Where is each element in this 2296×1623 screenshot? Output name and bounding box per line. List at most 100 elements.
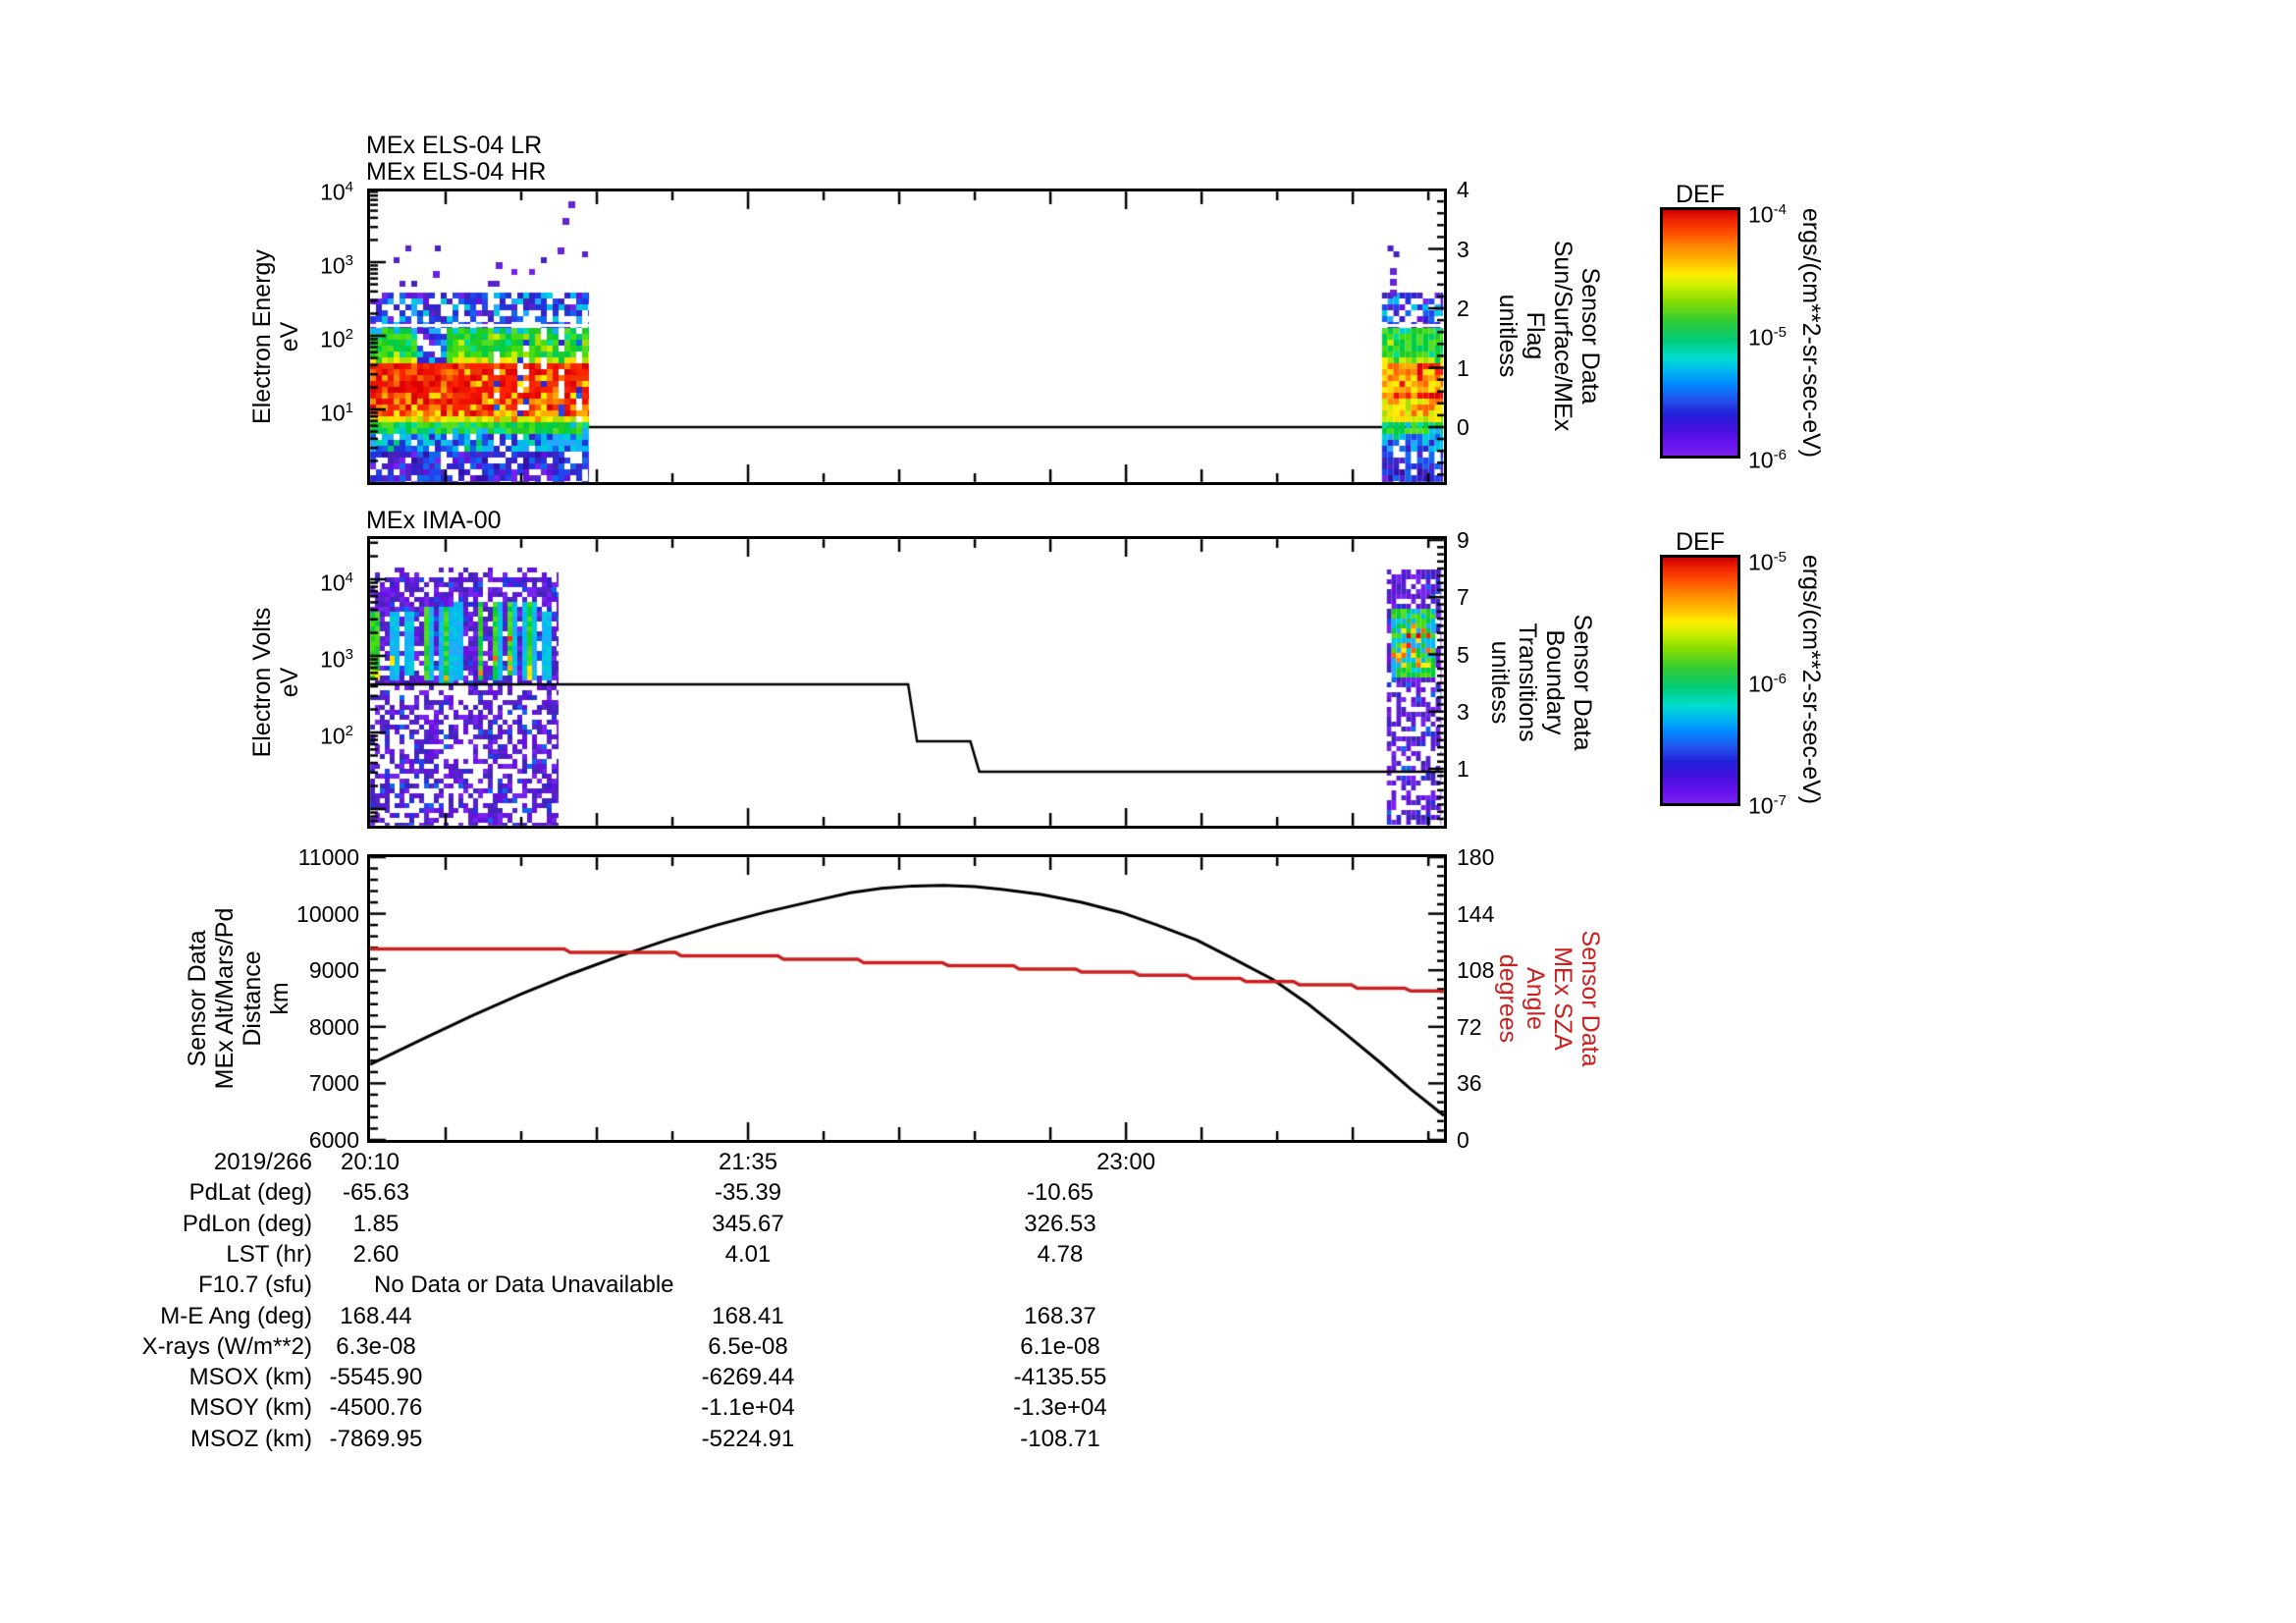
xy-right-tick-label: 72 (1457, 1013, 1482, 1040)
ima-right-axis-label: Sensor Data Boundary Transitions unitles… (1486, 614, 1596, 751)
table-cell: 168.37 (1024, 1302, 1096, 1329)
table-cell: 326.53 (1024, 1210, 1096, 1237)
els-ytick-label: 102 (320, 326, 353, 352)
ima-panel-title: MEx IMA-00 (366, 507, 502, 534)
exponent: 1 (345, 400, 353, 416)
table-cell: 1.85 (352, 1210, 400, 1237)
els-title-line2: MEx ELS-04 HR (366, 158, 547, 186)
table-row-label: PdLon (deg) (182, 1210, 312, 1237)
ima-ytick-label: 103 (320, 646, 353, 673)
table-cell: -1.3e+04 (1013, 1394, 1107, 1422)
exponent: 4 (345, 569, 353, 586)
exponent: -5 (1773, 324, 1787, 341)
exponent: -6 (1773, 671, 1787, 687)
ima-ytick-label: 104 (320, 569, 353, 596)
els-panel-title: MEx ELS-04 LR MEx ELS-04 HR (366, 133, 546, 186)
exponent: -5 (1773, 549, 1787, 566)
table-cell: -6269.44 (701, 1364, 795, 1391)
table-cell: 6.5e-08 (708, 1332, 788, 1360)
exponent: 2 (345, 723, 353, 739)
exponent: 2 (345, 326, 353, 343)
table-cell: -7869.95 (329, 1425, 423, 1452)
ima-right-tick-label: 1 (1457, 756, 1469, 782)
ima-colorbar-tick-label: 10-7 (1748, 792, 1787, 819)
exponent: 4 (345, 179, 353, 195)
exponent: -4 (1773, 201, 1787, 218)
ima-panel-frame (367, 536, 1447, 829)
table-row-label: F10.7 (sfu) (197, 1271, 312, 1299)
ima-colorbar-unit-label: ergs/(cm**2-sr-sec-eV) (1797, 554, 1825, 805)
table-cell: -65.63 (342, 1179, 410, 1207)
table-cell: -1.1e+04 (701, 1394, 795, 1422)
table-cell: 4.01 (724, 1240, 772, 1268)
xy-right-axis-label: Sensor Data MEx SZA Angle degrees (1494, 930, 1604, 1067)
table-cell: -5545.90 (329, 1364, 423, 1391)
els-colorbar-tick-label: 10-6 (1748, 447, 1787, 473)
ima-right-tick-label: 7 (1457, 584, 1469, 611)
xy-ytick-label: 9000 (308, 957, 359, 984)
els-ytick-label: 101 (320, 400, 353, 426)
table-row-label: MSOZ (km) (190, 1425, 312, 1452)
table-cell: 168.41 (712, 1302, 784, 1329)
table-cell: 4.78 (1037, 1240, 1084, 1268)
ima-right-tick-label: 3 (1457, 698, 1469, 725)
table-date-label: 2019/266 (213, 1149, 312, 1175)
xy-right-tick-label: 108 (1457, 957, 1495, 984)
table-cell: 6.3e-08 (336, 1332, 416, 1360)
table-row-label: X-rays (W/m**2) (141, 1332, 312, 1360)
els-colorbar-tick-label: 10-5 (1748, 324, 1787, 351)
table-cell: -4500.76 (329, 1394, 423, 1422)
table-cell: -5224.91 (701, 1425, 795, 1452)
ima-colorbar-tick-label: 10-6 (1748, 671, 1787, 697)
els-ytick-label: 104 (320, 179, 353, 205)
els-colorbar-title: DEF (1676, 181, 1725, 208)
table-cell: -35.39 (714, 1179, 782, 1207)
table-cell: -4135.55 (1013, 1364, 1107, 1391)
exponent: -6 (1773, 447, 1787, 463)
ima-ytick-label: 102 (320, 723, 353, 749)
table-row-label: MSOY (km) (189, 1394, 312, 1422)
exponent: 3 (345, 252, 353, 269)
ima-colorbar-title: DEF (1676, 528, 1725, 556)
table-cell: 6.1e-08 (1020, 1332, 1100, 1360)
els-panel-frame (367, 189, 1447, 485)
els-title-line1: MEx ELS-04 LR (366, 132, 543, 159)
els-colorbar-tick-label: 10-4 (1748, 201, 1787, 228)
xy-ytick-label: 10000 (296, 900, 359, 927)
table-no-data-text: No Data or Data Unavailable (374, 1271, 674, 1299)
exponent: 3 (345, 646, 353, 663)
table-row-label: M-E Ang (deg) (160, 1302, 312, 1329)
els-right-tick-label: 4 (1457, 177, 1469, 202)
els-right-tick-label: 1 (1457, 354, 1469, 381)
els-colorbar (1660, 207, 1740, 459)
table-row-label: LST (hr) (226, 1240, 312, 1268)
els-right-tick-label: 0 (1457, 414, 1469, 440)
table-row-label: MSOX (km) (188, 1364, 312, 1391)
els-right-axis-label: Sensor Data Sun/Surface/MEx Flag unitles… (1494, 240, 1604, 432)
xy-right-tick-label: 144 (1457, 900, 1495, 927)
els-ytick-label: 103 (320, 252, 353, 279)
table-cell: 345.67 (712, 1210, 784, 1237)
table-cell: -10.65 (1026, 1179, 1095, 1207)
table-cell: -108.71 (1020, 1425, 1100, 1452)
els-right-tick-label: 2 (1457, 296, 1469, 321)
x-axis-time-label: 21:35 (719, 1149, 778, 1175)
els-colorbar-unit-label: ergs/(cm**2-sr-sec-eV) (1797, 207, 1825, 459)
x-axis-time-label: 23:00 (1096, 1149, 1156, 1175)
table-cell: 168.44 (340, 1302, 412, 1329)
xy-ytick-label: 6000 (308, 1127, 359, 1153)
xy-ytick-label: 8000 (308, 1013, 359, 1040)
ima-right-tick-label: 9 (1457, 527, 1469, 553)
els-right-tick-label: 3 (1457, 236, 1469, 262)
xy-y-axis-label: Sensor Data MEx Alt/Mars/Pd Distance km (184, 907, 294, 1090)
x-axis-time-label: 20:10 (340, 1149, 400, 1175)
ima-colorbar (1660, 555, 1740, 806)
table-cell: 2.60 (352, 1240, 400, 1268)
xy-ytick-label: 7000 (308, 1070, 359, 1097)
xy-right-tick-label: 36 (1457, 1070, 1482, 1097)
xy-panel-frame (367, 854, 1447, 1143)
xy-right-tick-label: 0 (1457, 1127, 1469, 1153)
exponent: -7 (1773, 792, 1787, 809)
